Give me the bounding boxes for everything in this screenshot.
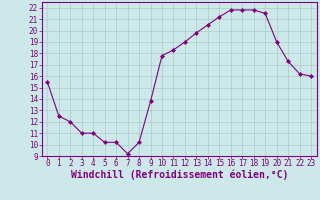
X-axis label: Windchill (Refroidissement éolien,°C): Windchill (Refroidissement éolien,°C)	[70, 170, 288, 180]
